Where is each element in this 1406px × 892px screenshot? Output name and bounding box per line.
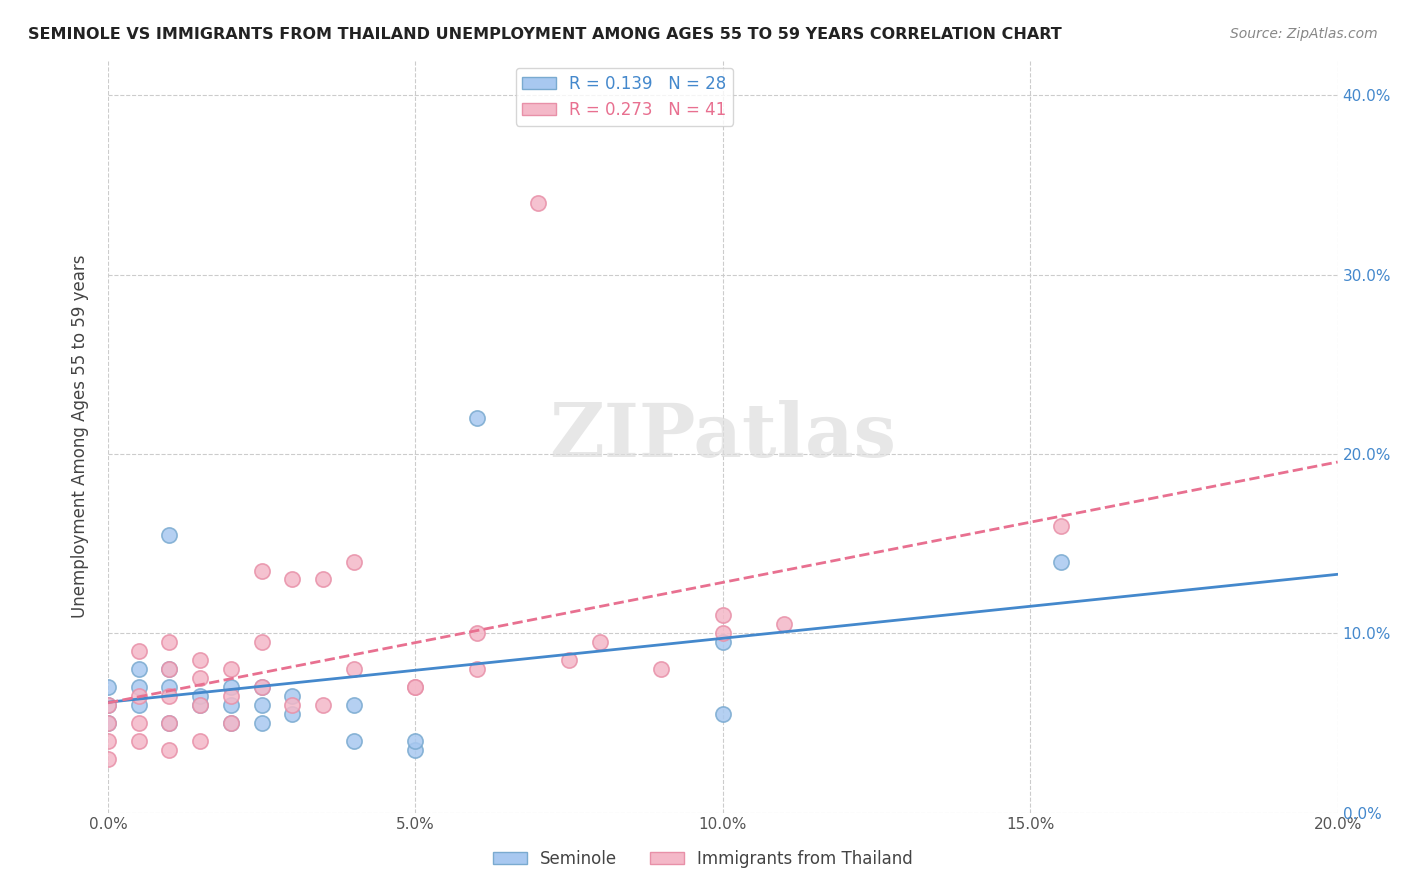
Point bbox=[188, 653, 211, 667]
Point bbox=[219, 698, 242, 712]
Point bbox=[465, 626, 488, 640]
Point bbox=[159, 689, 181, 703]
Point bbox=[558, 653, 581, 667]
Point bbox=[250, 680, 273, 694]
Point bbox=[188, 671, 211, 685]
Point bbox=[312, 698, 335, 712]
Point bbox=[343, 698, 366, 712]
Text: ZIPatlas: ZIPatlas bbox=[550, 400, 896, 473]
Point bbox=[711, 635, 734, 649]
Point bbox=[159, 527, 181, 541]
Point bbox=[159, 662, 181, 676]
Y-axis label: Unemployment Among Ages 55 to 59 years: Unemployment Among Ages 55 to 59 years bbox=[72, 254, 89, 618]
Point bbox=[404, 680, 426, 694]
Point bbox=[312, 573, 335, 587]
Point bbox=[711, 626, 734, 640]
Point bbox=[159, 743, 181, 757]
Point bbox=[128, 680, 150, 694]
Point bbox=[97, 680, 120, 694]
Point bbox=[281, 689, 304, 703]
Point bbox=[773, 617, 796, 632]
Point bbox=[250, 715, 273, 730]
Point bbox=[281, 706, 304, 721]
Point bbox=[219, 715, 242, 730]
Point bbox=[250, 680, 273, 694]
Point bbox=[128, 715, 150, 730]
Point bbox=[219, 680, 242, 694]
Point bbox=[128, 734, 150, 748]
Point bbox=[465, 411, 488, 425]
Point bbox=[711, 706, 734, 721]
Point bbox=[97, 715, 120, 730]
Point bbox=[250, 635, 273, 649]
Legend: Seminole, Immigrants from Thailand: Seminole, Immigrants from Thailand bbox=[486, 844, 920, 875]
Legend: R = 0.139   N = 28, R = 0.273   N = 41: R = 0.139 N = 28, R = 0.273 N = 41 bbox=[516, 68, 733, 126]
Point bbox=[128, 698, 150, 712]
Point bbox=[343, 662, 366, 676]
Point bbox=[128, 662, 150, 676]
Point bbox=[188, 698, 211, 712]
Point bbox=[1050, 518, 1073, 533]
Point bbox=[404, 743, 426, 757]
Point bbox=[159, 715, 181, 730]
Point bbox=[159, 662, 181, 676]
Point bbox=[219, 715, 242, 730]
Point bbox=[97, 734, 120, 748]
Point bbox=[589, 635, 612, 649]
Point bbox=[527, 196, 550, 211]
Point bbox=[343, 555, 366, 569]
Point bbox=[97, 698, 120, 712]
Point bbox=[650, 662, 672, 676]
Point bbox=[128, 644, 150, 658]
Text: SEMINOLE VS IMMIGRANTS FROM THAILAND UNEMPLOYMENT AMONG AGES 55 TO 59 YEARS CORR: SEMINOLE VS IMMIGRANTS FROM THAILAND UNE… bbox=[28, 27, 1062, 42]
Point bbox=[711, 608, 734, 623]
Point bbox=[159, 635, 181, 649]
Point bbox=[159, 680, 181, 694]
Point bbox=[281, 573, 304, 587]
Point bbox=[404, 734, 426, 748]
Point bbox=[1050, 555, 1073, 569]
Point bbox=[188, 689, 211, 703]
Text: Source: ZipAtlas.com: Source: ZipAtlas.com bbox=[1230, 27, 1378, 41]
Point bbox=[159, 715, 181, 730]
Point bbox=[343, 734, 366, 748]
Point bbox=[250, 564, 273, 578]
Point bbox=[188, 698, 211, 712]
Point bbox=[97, 715, 120, 730]
Point bbox=[219, 662, 242, 676]
Point bbox=[250, 698, 273, 712]
Point bbox=[219, 689, 242, 703]
Point bbox=[128, 689, 150, 703]
Point bbox=[281, 698, 304, 712]
Point bbox=[465, 662, 488, 676]
Point bbox=[188, 734, 211, 748]
Point bbox=[404, 680, 426, 694]
Point bbox=[97, 752, 120, 766]
Point bbox=[97, 698, 120, 712]
